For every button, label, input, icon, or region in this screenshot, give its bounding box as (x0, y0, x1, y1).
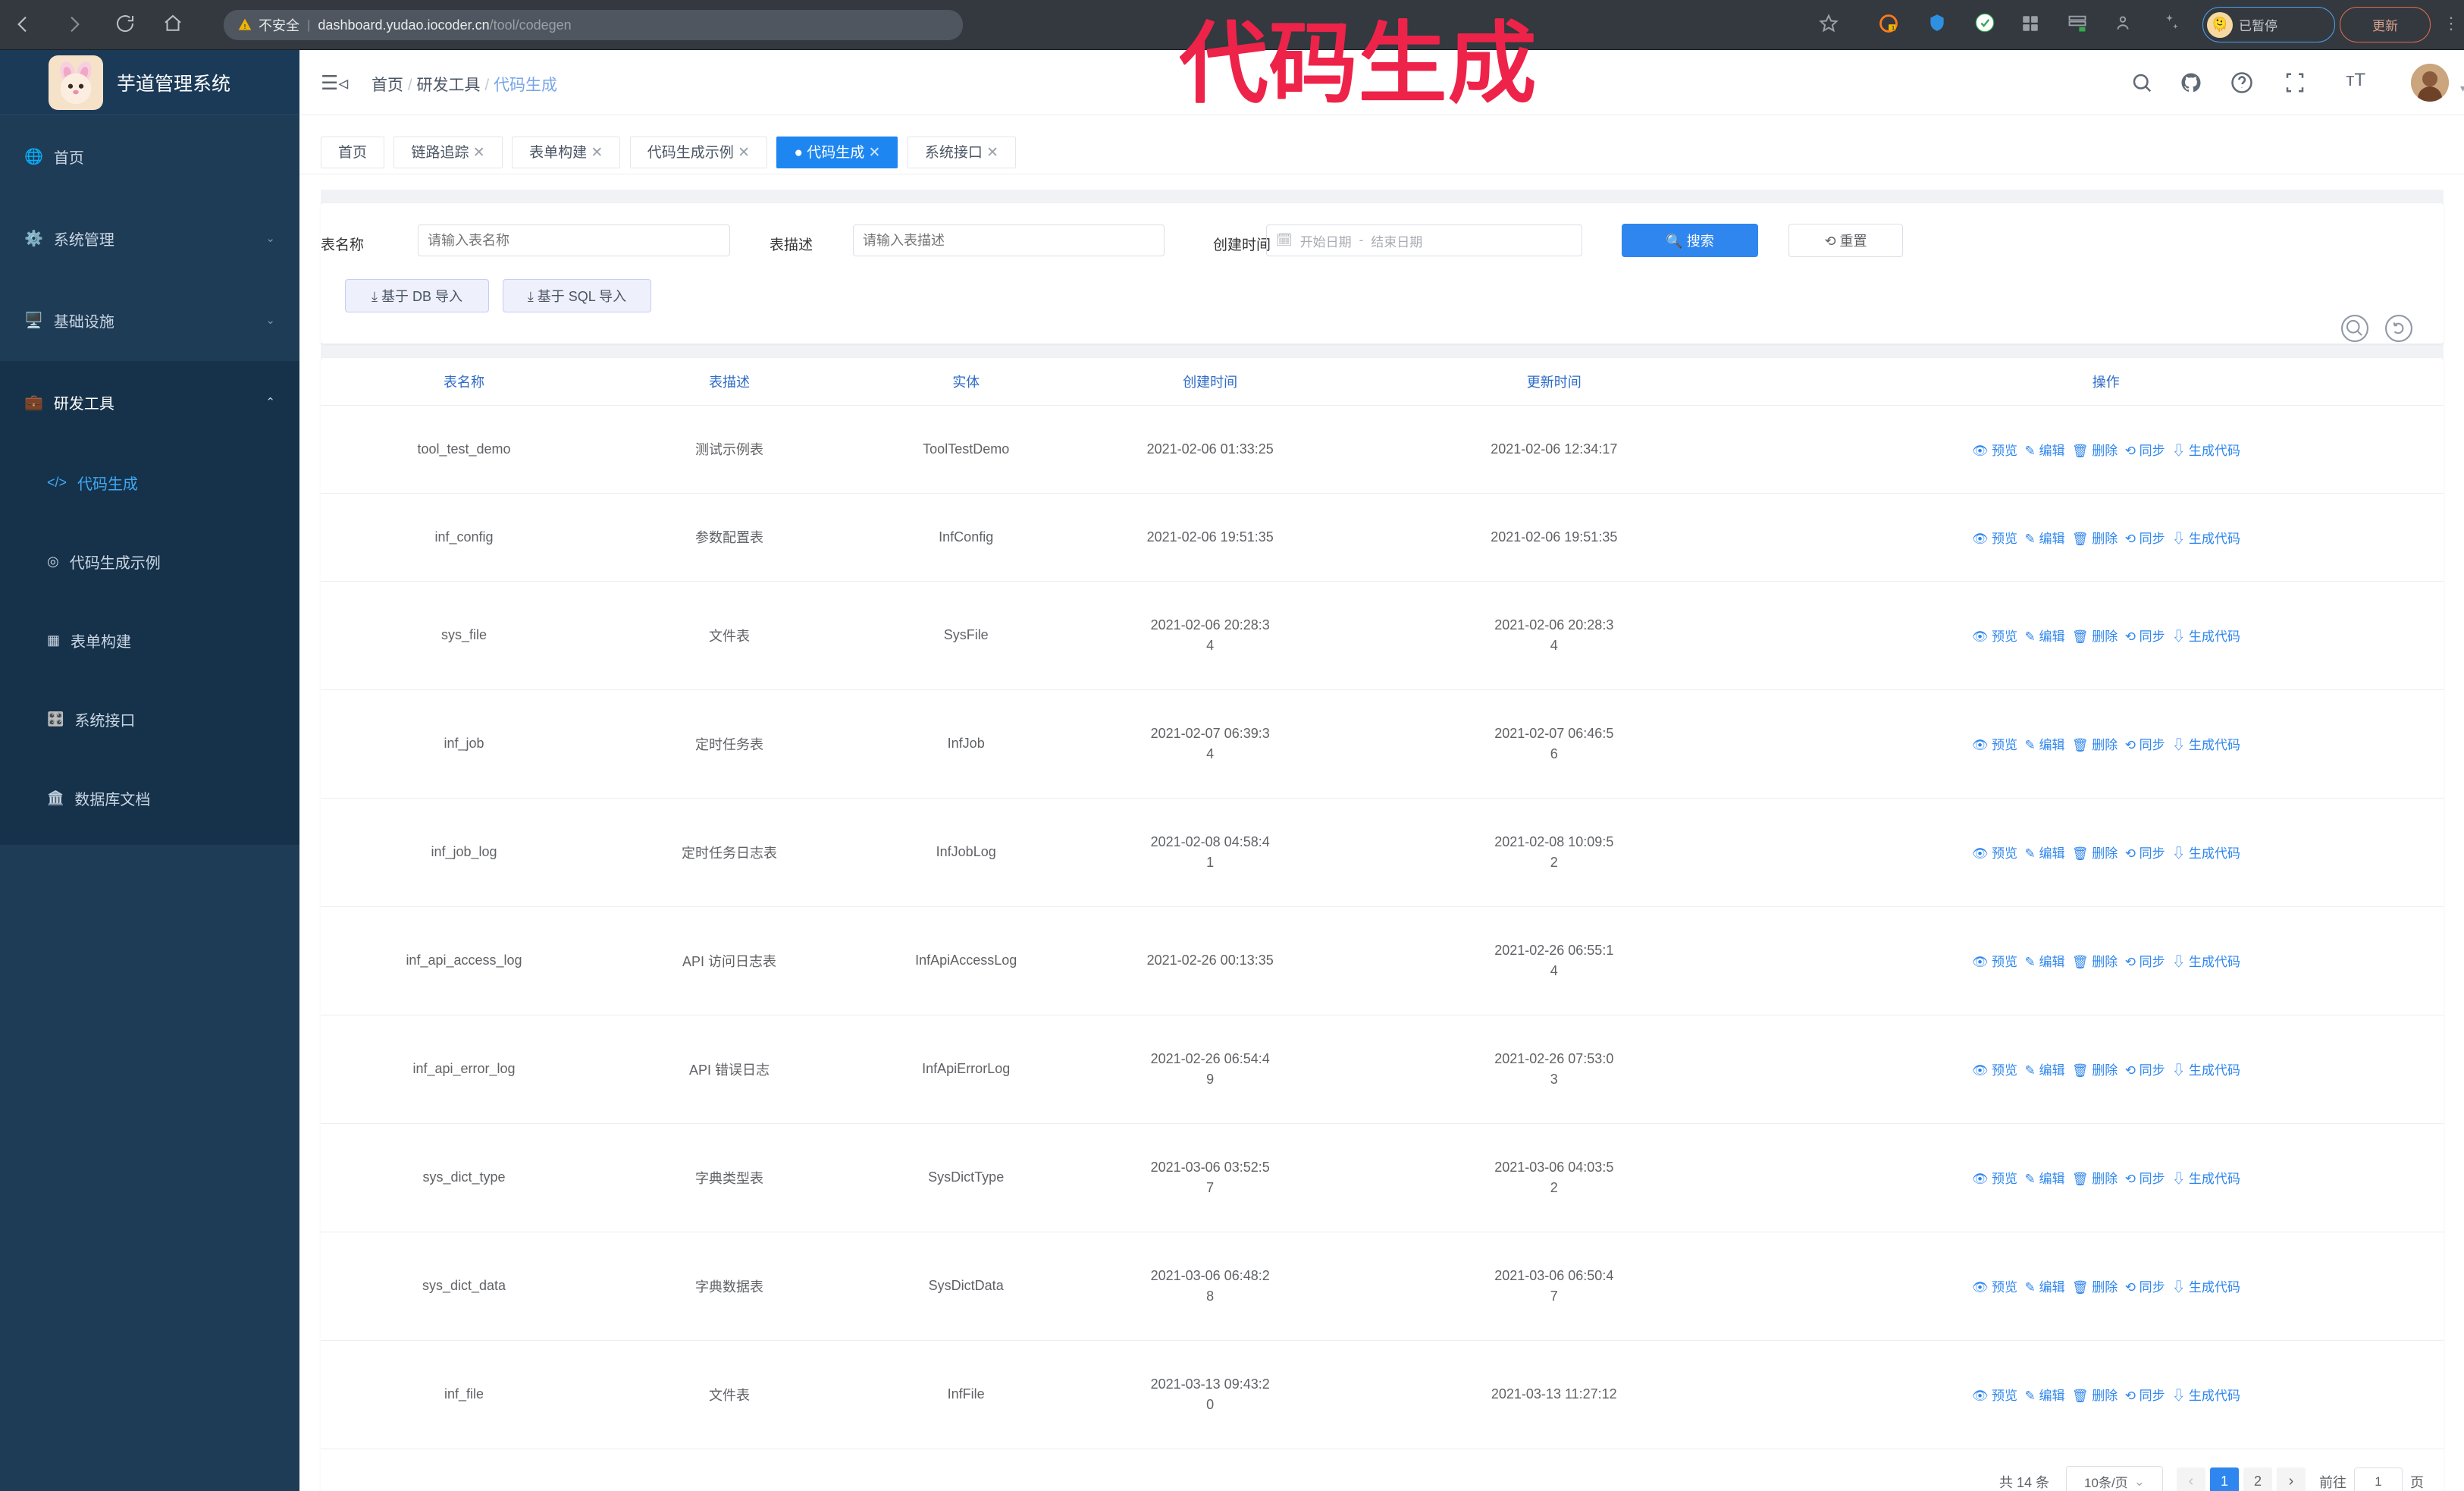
svg-text:1: 1 (1892, 26, 1895, 31)
svg-text:!: ! (244, 23, 246, 30)
